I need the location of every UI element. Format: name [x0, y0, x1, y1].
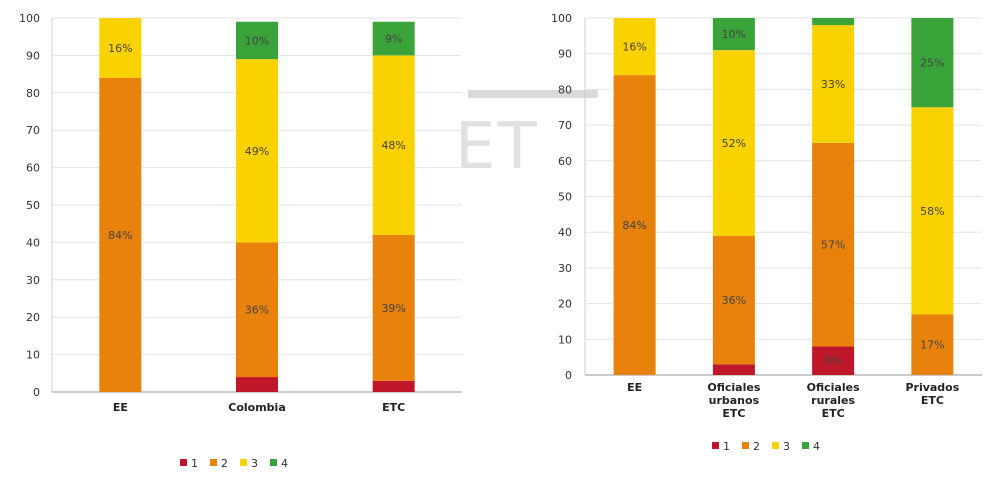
- data-label: 58%: [920, 205, 944, 218]
- data-label: 25%: [920, 57, 944, 70]
- legend-label: 2: [753, 440, 760, 453]
- data-label: 9%: [385, 33, 402, 46]
- y-tick-label: 20: [558, 298, 572, 311]
- x-category-label: EE: [627, 381, 642, 394]
- legend-label: 3: [251, 457, 258, 470]
- bar-segment-2: [613, 75, 656, 376]
- data-label: 10%: [245, 34, 269, 47]
- legend-swatch: [712, 442, 719, 449]
- legend-swatch: [240, 459, 247, 466]
- legend-label: 2: [221, 457, 228, 470]
- data-label: 84%: [108, 229, 132, 242]
- data-label: 36%: [722, 294, 746, 307]
- chart-right-svg: 0 10 20 30 40 50 60 70 80 90 100 84% 16% EE 36% 52% 10% O…: [551, 12, 982, 453]
- y-tick-label: 40: [558, 226, 572, 239]
- data-label: 57%: [821, 239, 845, 252]
- bar-segment-4: [812, 18, 855, 26]
- bar-segment-3: [236, 59, 278, 243]
- x-category-label: Oficiales: [807, 381, 860, 394]
- x-category-label: rurales: [811, 394, 855, 407]
- y-tick-label: 30: [26, 274, 40, 287]
- x-category-label: Privados: [905, 381, 959, 394]
- y-tick-label: 30: [558, 262, 572, 275]
- watermark-bar: [468, 90, 598, 98]
- bar-segment-3: [712, 50, 755, 236]
- y-tick-label: 80: [26, 87, 40, 100]
- y-tick-label: 60: [26, 162, 40, 175]
- y-tick-label: 90: [558, 48, 572, 61]
- legend-swatch: [802, 442, 809, 449]
- bar-segment-4: [372, 21, 415, 56]
- data-label: 17%: [920, 339, 944, 352]
- data-label: 52%: [722, 137, 746, 150]
- data-label: 39%: [381, 302, 405, 315]
- data-label: 33%: [821, 78, 845, 91]
- bar-segment-2: [911, 314, 954, 375]
- y-tick-label: 100: [19, 12, 40, 25]
- bar-segment-3: [99, 18, 142, 78]
- x-category-label: ETC: [921, 394, 944, 407]
- data-label: 48%: [381, 139, 405, 152]
- bar-segment-1: [236, 377, 278, 392]
- x-category-label: ETC: [382, 401, 405, 414]
- y-tick-label: 0: [565, 369, 572, 382]
- bar-segment-2: [712, 235, 755, 365]
- legend-swatch: [742, 442, 749, 449]
- data-label: 36%: [245, 304, 269, 317]
- bar-segment-4: [712, 18, 755, 51]
- legend-label: 4: [813, 440, 820, 453]
- bar-segment-4: [911, 18, 954, 108]
- legend-label: 1: [191, 457, 198, 470]
- y-tick-label: 100: [551, 12, 572, 25]
- data-label: 84%: [622, 219, 646, 232]
- x-category-label: ETC: [722, 407, 745, 420]
- legend-swatch: [772, 442, 779, 449]
- bar-segment-3: [372, 55, 415, 235]
- y-tick-label: 80: [558, 83, 572, 96]
- bar-segment-2: [372, 234, 415, 381]
- data-label: 49%: [245, 145, 269, 158]
- bar-segment-2: [812, 142, 855, 347]
- bar-segment-2: [99, 77, 142, 392]
- bar-segment-1: [812, 346, 855, 375]
- y-tick-label: 0: [33, 386, 40, 399]
- legend-swatch: [270, 459, 277, 466]
- y-tick-label: 90: [26, 49, 40, 62]
- data-label: 8%: [824, 355, 841, 368]
- y-tick-label: 60: [558, 155, 572, 168]
- x-category-label: ETC: [822, 407, 845, 420]
- y-tick-label: 70: [558, 119, 572, 132]
- bar-segment-3: [812, 25, 855, 143]
- x-category-label: Colombia: [228, 401, 286, 414]
- bar-segment-3: [911, 107, 954, 315]
- y-tick-label: 70: [26, 124, 40, 137]
- legend-label: 3: [783, 440, 790, 453]
- data-label: 10%: [722, 28, 746, 41]
- watermark-text: ET: [455, 110, 539, 184]
- x-category-label: urbanos: [709, 394, 760, 407]
- data-label: 16%: [108, 42, 132, 55]
- bar-segment-1: [372, 380, 415, 392]
- chart-right: 0 10 20 30 40 50 60 70 80 90 100 84% 16% EE 36% 52% 10% O…: [520, 0, 987, 481]
- y-tick-label: 10: [558, 333, 572, 346]
- y-tick-label: 20: [26, 311, 40, 324]
- legend-swatch: [210, 459, 217, 466]
- y-tick-label: 40: [26, 236, 40, 249]
- chart-left: 0 10 20 30 40 50 60 70 80 90 100 84% 16% EE 36% 49% 10% C…: [0, 0, 470, 481]
- bar-segment-1: [712, 364, 755, 375]
- bar-segment-3: [613, 18, 656, 76]
- bar-segment-2: [236, 242, 278, 378]
- y-tick-label: 50: [26, 199, 40, 212]
- legend-label: 4: [281, 457, 288, 470]
- legend-label: 1: [723, 440, 730, 453]
- legend-swatch: [180, 459, 187, 466]
- bar-segment-4: [236, 21, 278, 60]
- data-label: 16%: [622, 41, 646, 54]
- chart-left-svg: 010203040506070809010084%16%EE36%49%10%C…: [19, 12, 462, 470]
- y-tick-label: 50: [558, 191, 572, 204]
- y-tick-label: 10: [26, 349, 40, 362]
- x-category-label: Oficiales: [707, 381, 760, 394]
- x-category-label: EE: [113, 401, 128, 414]
